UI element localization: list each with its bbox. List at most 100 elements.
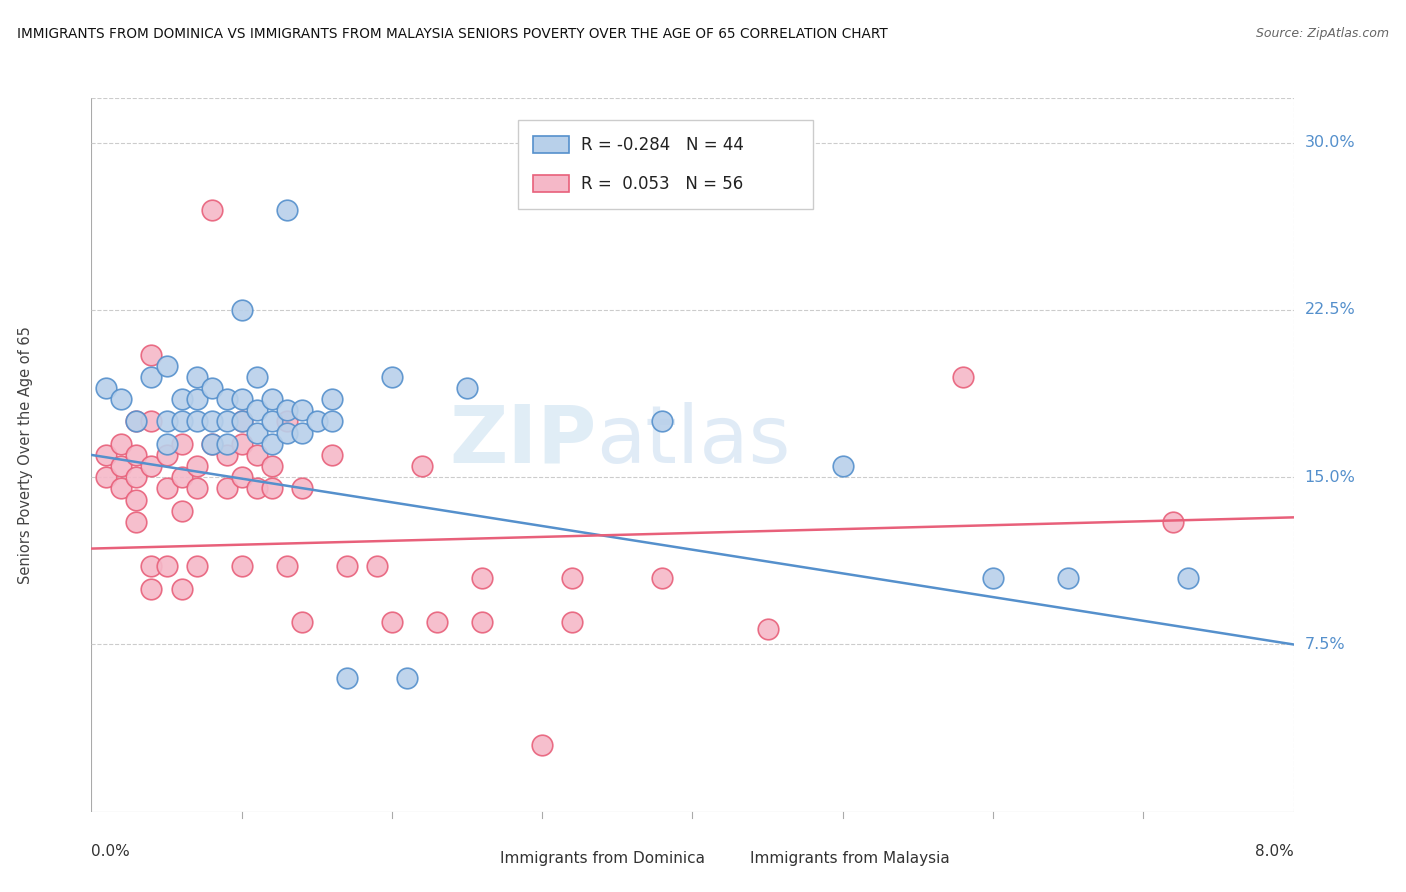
Point xyxy=(110,459,132,474)
Point xyxy=(246,448,269,462)
Point xyxy=(305,414,328,429)
Point xyxy=(651,571,673,585)
Point xyxy=(186,482,208,496)
FancyBboxPatch shape xyxy=(709,851,742,867)
Text: 30.0%: 30.0% xyxy=(1305,136,1355,150)
Point xyxy=(1161,515,1184,529)
Point xyxy=(276,414,298,429)
Point xyxy=(952,369,974,384)
Point xyxy=(170,392,193,407)
Text: IMMIGRANTS FROM DOMINICA VS IMMIGRANTS FROM MALAYSIA SENIORS POVERTY OVER THE AG: IMMIGRANTS FROM DOMINICA VS IMMIGRANTS F… xyxy=(17,27,887,41)
FancyBboxPatch shape xyxy=(519,120,813,209)
Text: R = -0.284   N = 44: R = -0.284 N = 44 xyxy=(581,136,744,153)
Point xyxy=(276,202,298,217)
Point xyxy=(395,671,418,685)
Point xyxy=(155,436,177,450)
FancyBboxPatch shape xyxy=(533,136,568,153)
Point xyxy=(231,392,253,407)
Point xyxy=(276,425,298,440)
Point xyxy=(125,470,148,484)
Point xyxy=(125,515,148,529)
Point xyxy=(186,459,208,474)
Point xyxy=(756,622,779,636)
Point xyxy=(260,482,283,496)
Point xyxy=(831,459,853,474)
Text: Source: ZipAtlas.com: Source: ZipAtlas.com xyxy=(1256,27,1389,40)
Point xyxy=(246,369,269,384)
Point xyxy=(201,414,224,429)
Point xyxy=(141,559,163,574)
Point xyxy=(291,482,314,496)
Point xyxy=(215,414,238,429)
Point xyxy=(215,482,238,496)
Point xyxy=(201,202,224,217)
Point xyxy=(125,414,148,429)
Point xyxy=(155,559,177,574)
Text: 7.5%: 7.5% xyxy=(1305,637,1346,652)
Point xyxy=(381,615,404,630)
Point xyxy=(321,448,343,462)
Point xyxy=(456,381,478,395)
Point xyxy=(186,369,208,384)
Text: Seniors Poverty Over the Age of 65: Seniors Poverty Over the Age of 65 xyxy=(18,326,32,584)
Point xyxy=(321,414,343,429)
Text: 0.0%: 0.0% xyxy=(91,844,131,859)
Point xyxy=(411,459,433,474)
Point xyxy=(231,436,253,450)
Point xyxy=(336,671,359,685)
Point xyxy=(155,414,177,429)
Point xyxy=(231,303,253,318)
Point xyxy=(561,571,583,585)
Point xyxy=(170,503,193,517)
Point xyxy=(141,414,163,429)
Point xyxy=(260,459,283,474)
Point xyxy=(366,559,388,574)
Point xyxy=(1177,571,1199,585)
Point xyxy=(170,470,193,484)
FancyBboxPatch shape xyxy=(533,175,568,193)
Point xyxy=(170,582,193,596)
Point xyxy=(260,414,283,429)
Point xyxy=(426,615,449,630)
Point xyxy=(260,436,283,450)
FancyBboxPatch shape xyxy=(458,851,492,867)
Text: R =  0.053   N = 56: R = 0.053 N = 56 xyxy=(581,175,742,193)
Text: 22.5%: 22.5% xyxy=(1305,302,1355,318)
Point xyxy=(276,559,298,574)
Point xyxy=(471,571,494,585)
Point xyxy=(125,448,148,462)
Point xyxy=(246,403,269,417)
Point xyxy=(125,492,148,507)
Point xyxy=(141,348,163,362)
Point xyxy=(110,436,132,450)
Point xyxy=(215,436,238,450)
Point xyxy=(336,559,359,574)
Text: ZIP: ZIP xyxy=(449,401,596,480)
Point xyxy=(291,403,314,417)
Point xyxy=(96,470,118,484)
Text: Immigrants from Dominica: Immigrants from Dominica xyxy=(501,851,706,866)
Point xyxy=(215,392,238,407)
Point xyxy=(141,369,163,384)
Text: Immigrants from Malaysia: Immigrants from Malaysia xyxy=(751,851,950,866)
Point xyxy=(110,392,132,407)
Point xyxy=(96,381,118,395)
Point xyxy=(125,414,148,429)
Point xyxy=(1057,571,1080,585)
Point xyxy=(651,414,673,429)
Point xyxy=(201,381,224,395)
Point xyxy=(231,559,253,574)
Point xyxy=(276,403,298,417)
Point xyxy=(186,559,208,574)
Point xyxy=(186,392,208,407)
Point xyxy=(170,436,193,450)
Point xyxy=(471,615,494,630)
Point xyxy=(155,448,177,462)
Point xyxy=(291,615,314,630)
Point xyxy=(201,436,224,450)
Point xyxy=(231,470,253,484)
Point xyxy=(141,582,163,596)
Point xyxy=(231,414,253,429)
Text: atlas: atlas xyxy=(596,401,790,480)
Point xyxy=(170,414,193,429)
